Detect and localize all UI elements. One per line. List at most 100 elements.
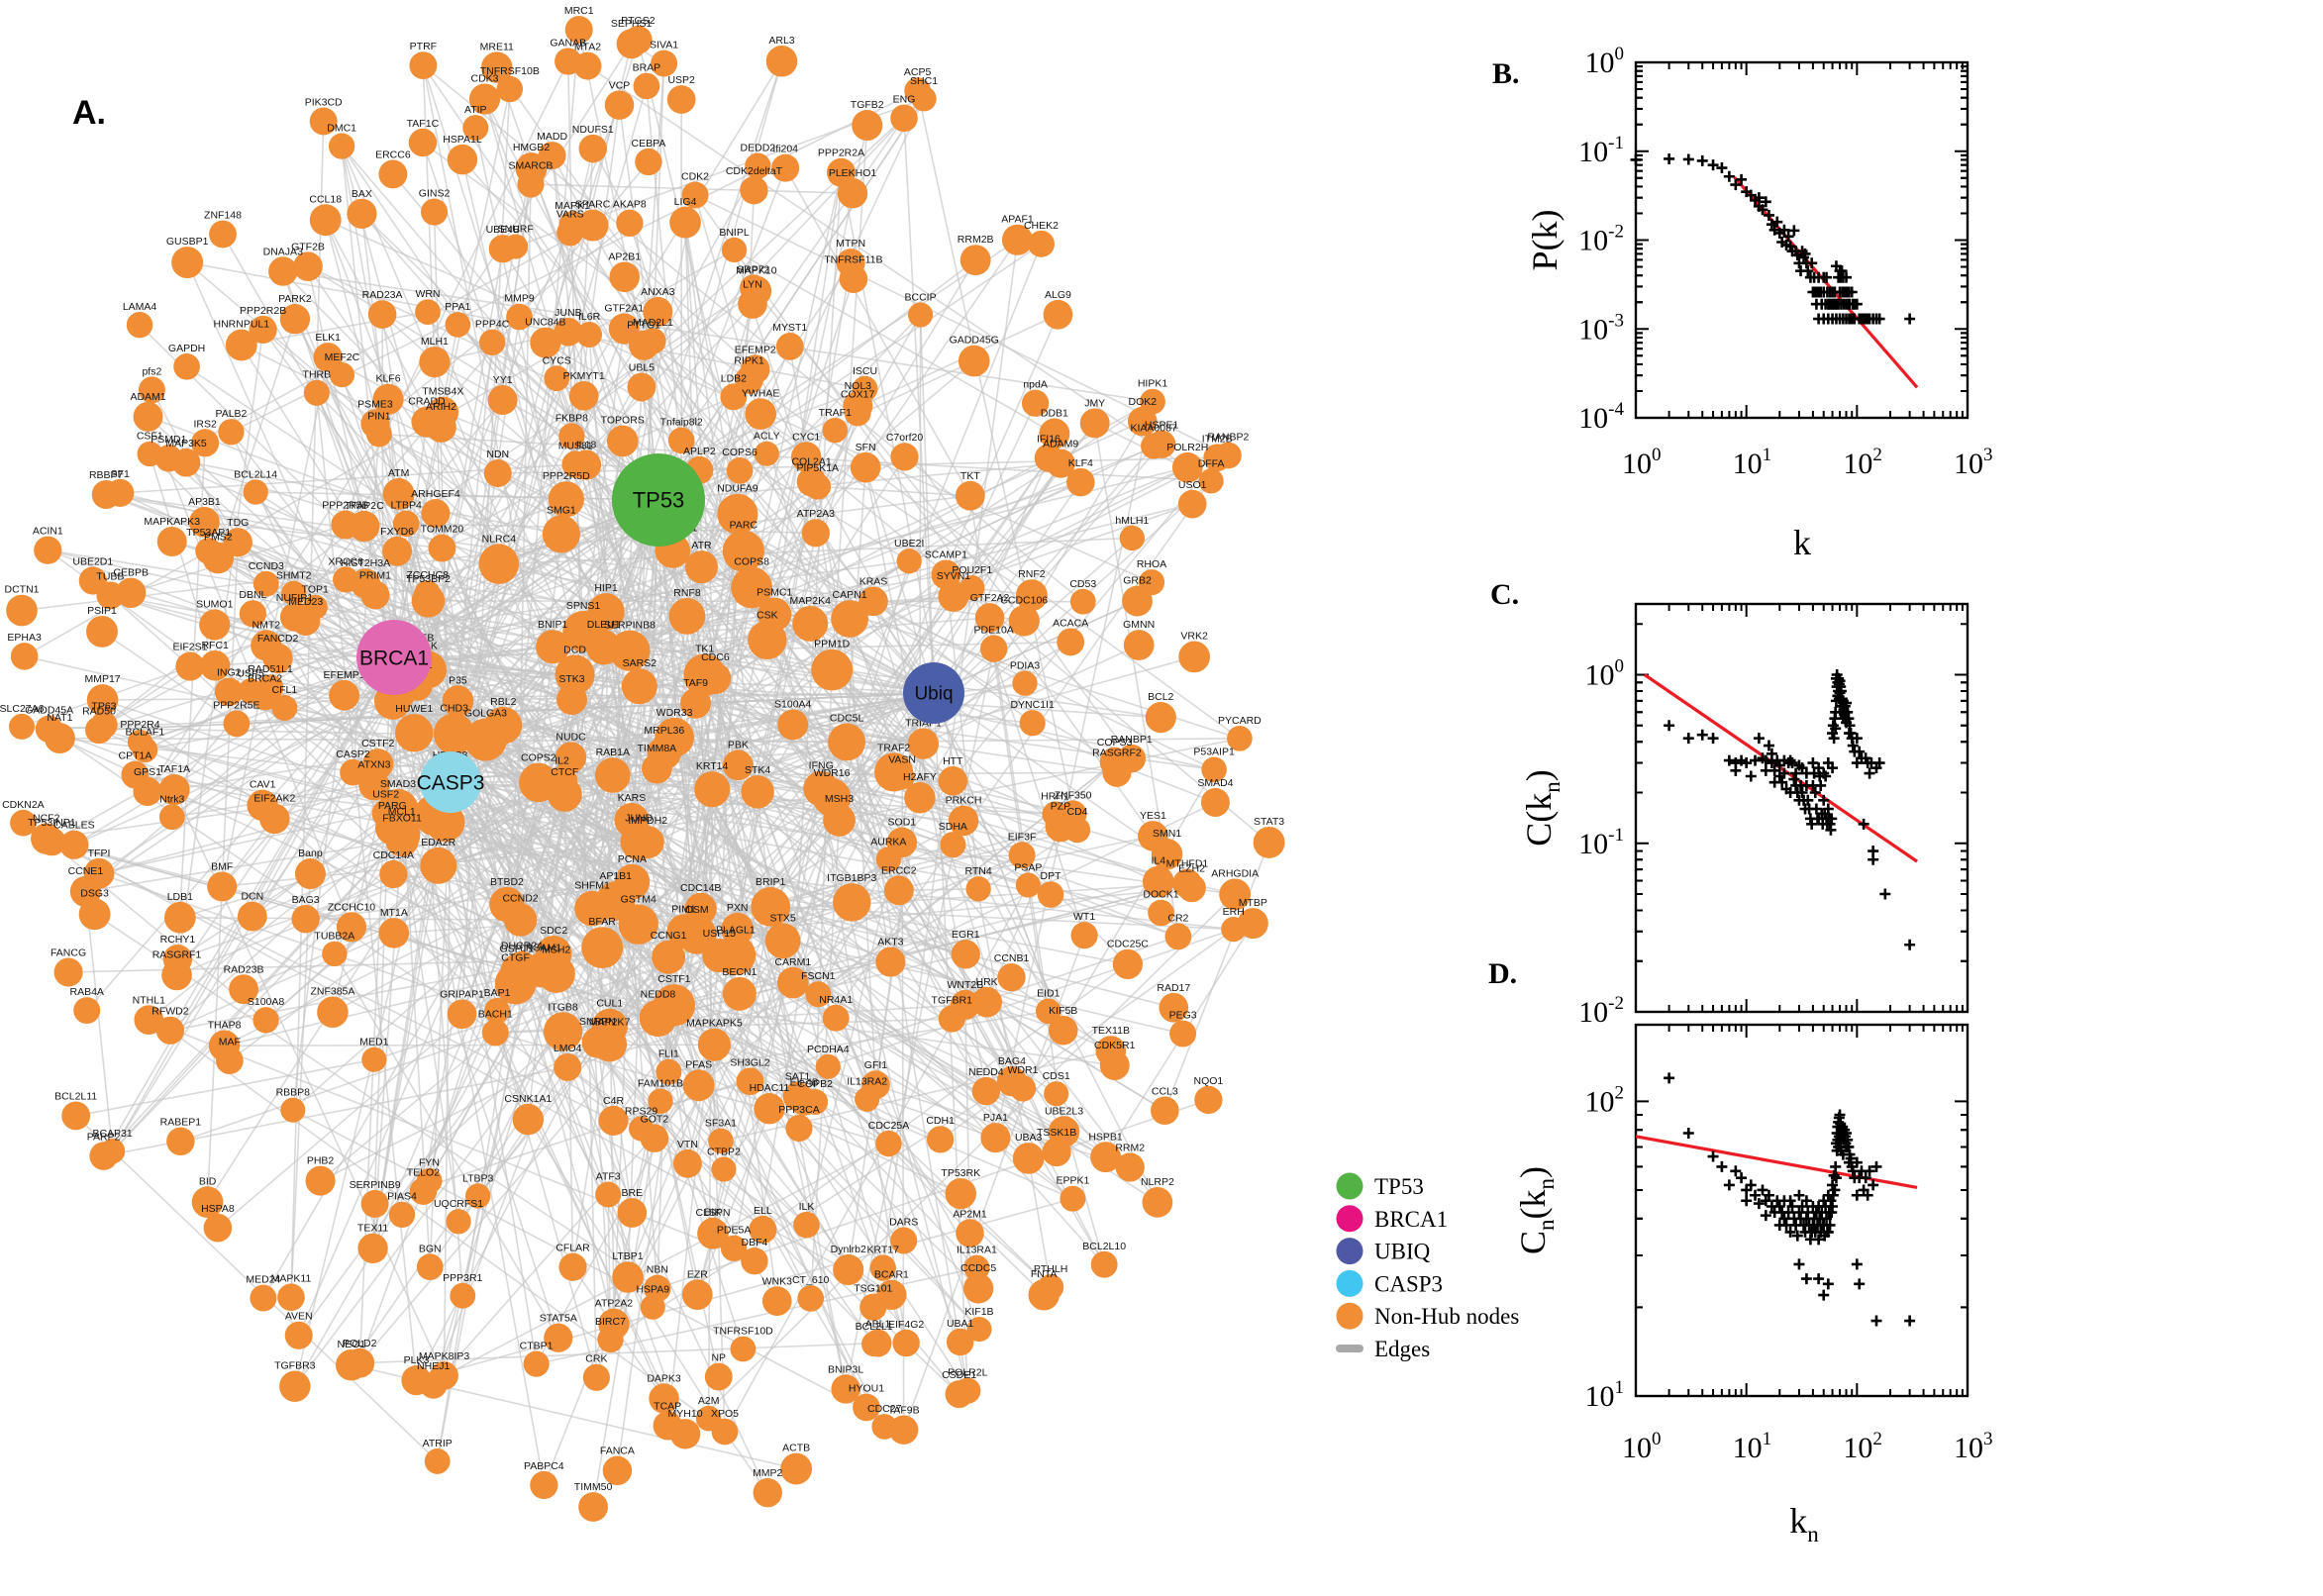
scatter-point bbox=[1730, 179, 1742, 191]
x-tick-label: 102 bbox=[1843, 1429, 1882, 1464]
network-node-label: MTHFD1 bbox=[1166, 858, 1209, 870]
network-node-label: UBE2D1 bbox=[72, 555, 113, 567]
scatter-point bbox=[1630, 153, 1642, 165]
network-node-label: Banp bbox=[298, 848, 323, 859]
network-node-label: TOMM20 bbox=[421, 524, 464, 536]
network-node bbox=[1169, 1020, 1197, 1047]
network-node bbox=[951, 940, 980, 969]
network-node bbox=[890, 1227, 918, 1254]
network-node-label: NHEJ1 bbox=[417, 1360, 450, 1372]
network-node-label: MUS81 bbox=[558, 440, 593, 451]
network-node bbox=[738, 289, 767, 319]
network-node-label: BIRC7 bbox=[595, 1316, 626, 1328]
network-node bbox=[34, 536, 62, 564]
network-node bbox=[653, 1411, 682, 1441]
network-node bbox=[223, 710, 251, 738]
scatter-point bbox=[1716, 1160, 1728, 1172]
network-node-label: NMT2 bbox=[252, 619, 280, 631]
network-node bbox=[544, 365, 570, 392]
network-node bbox=[199, 649, 231, 681]
network-node-label: CDS1 bbox=[1043, 1070, 1070, 1082]
network-node bbox=[6, 594, 38, 627]
network-node bbox=[382, 536, 413, 566]
network-node bbox=[640, 328, 666, 354]
network-edge bbox=[292, 1109, 905, 1431]
network-node-label: KIAA0087 bbox=[1131, 422, 1177, 434]
network-node-label: IL6R bbox=[578, 311, 601, 323]
network-node bbox=[53, 957, 83, 987]
scatter-point bbox=[1828, 733, 1840, 745]
legend-edge-dash-icon bbox=[1336, 1345, 1364, 1352]
network-edge bbox=[169, 1030, 726, 1433]
network-node bbox=[876, 1279, 907, 1310]
network-node-label: ATM bbox=[388, 467, 409, 479]
network-node bbox=[409, 51, 438, 80]
network-node bbox=[251, 630, 282, 661]
network-edge bbox=[566, 1066, 892, 1296]
network-node-label: AP2M1 bbox=[953, 1208, 987, 1220]
network-node-label: A2M bbox=[698, 1395, 720, 1407]
network-node-label: ATXN3 bbox=[357, 758, 390, 770]
scatter-point bbox=[1846, 286, 1858, 298]
network-node-label: CDK2deltaT bbox=[726, 165, 783, 177]
network-edge bbox=[994, 768, 1215, 1139]
network-node-label: BACH1 bbox=[478, 1009, 513, 1021]
network-edge bbox=[573, 674, 699, 1295]
network-node-label: ZCCHC10 bbox=[328, 901, 376, 913]
legend-swatch-icon bbox=[1336, 1302, 1364, 1330]
network-node-label: SPNS1 bbox=[566, 600, 601, 612]
network-node-label: KARS bbox=[618, 792, 647, 804]
network-edge bbox=[720, 1049, 1111, 1143]
network-node-label: TEX11B bbox=[1092, 1025, 1130, 1037]
network-node-label: USP2 bbox=[667, 74, 695, 86]
network-node-label: SMAD3 bbox=[380, 778, 416, 790]
network-edge bbox=[521, 499, 659, 967]
network-node-label: UQCRFS1 bbox=[434, 1198, 483, 1210]
network-node-label: BCL2L10 bbox=[1082, 1241, 1126, 1252]
network-node bbox=[1015, 579, 1048, 612]
network-node bbox=[850, 451, 881, 483]
network-node-label: SNRPN bbox=[579, 1016, 616, 1028]
network-edge bbox=[102, 699, 518, 971]
network-node-label: RASGRF2 bbox=[1092, 748, 1142, 759]
network-node-label: PRKCH bbox=[946, 795, 982, 807]
network-node-label: MLH1 bbox=[421, 336, 449, 348]
network-node bbox=[1039, 418, 1070, 449]
network-edge bbox=[255, 491, 659, 501]
network-node bbox=[294, 858, 326, 889]
network-node bbox=[10, 809, 37, 837]
network-node bbox=[271, 695, 298, 721]
scatter-point bbox=[1825, 1195, 1837, 1207]
network-node-label: MT1A bbox=[380, 907, 408, 919]
network-node bbox=[904, 781, 936, 814]
network-node bbox=[776, 966, 809, 999]
network-node bbox=[1095, 1036, 1127, 1066]
network-node-label: EFEMP1 bbox=[324, 669, 365, 681]
scatter-point bbox=[1813, 1234, 1825, 1246]
network-node-label: FANCA bbox=[600, 1446, 635, 1457]
network-node bbox=[855, 1086, 880, 1112]
network-node bbox=[556, 684, 588, 716]
network-node bbox=[357, 1233, 388, 1264]
network-node bbox=[581, 927, 624, 969]
network-node bbox=[191, 1186, 224, 1219]
network-node bbox=[106, 478, 135, 507]
network-node-label: IMPDH2 bbox=[628, 815, 667, 827]
network-node-label: TDG bbox=[227, 517, 249, 529]
network-node bbox=[980, 1123, 1011, 1153]
network-node bbox=[372, 383, 404, 415]
network-node-label: LDB1 bbox=[167, 891, 193, 903]
network-node-label: NOL3 bbox=[845, 380, 872, 392]
network-node-label: COX17 bbox=[841, 388, 875, 400]
network-node bbox=[1066, 467, 1095, 497]
scatter-point bbox=[1858, 818, 1869, 830]
network-node-label: HSPE1 bbox=[1145, 420, 1179, 432]
network-node-label: SCAMP1 bbox=[925, 549, 967, 561]
network-node bbox=[331, 510, 360, 540]
network-node-label: PBK bbox=[728, 739, 749, 750]
network-node bbox=[303, 379, 330, 406]
network-node bbox=[1035, 998, 1061, 1025]
network-node-label: HRK bbox=[976, 976, 998, 988]
network-node bbox=[78, 566, 107, 595]
network-node-label: MAF bbox=[219, 1036, 241, 1047]
